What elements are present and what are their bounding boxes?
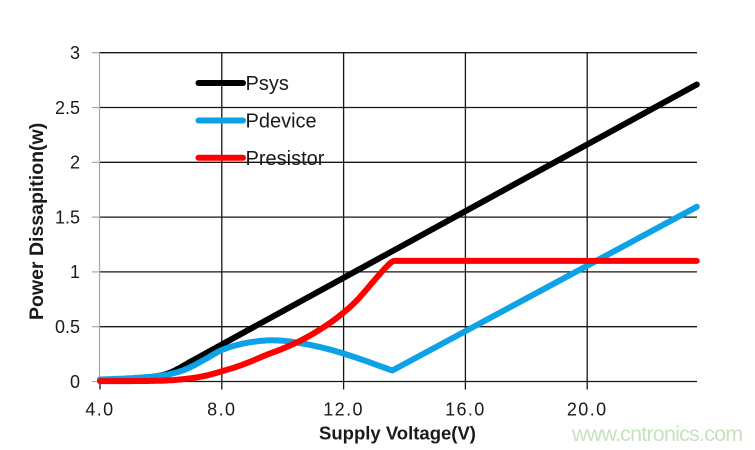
svg-text:Psys: Psys xyxy=(246,73,289,95)
svg-text:Power Dissapition(w): Power Dissapition(w) xyxy=(26,123,48,320)
svg-text:0: 0 xyxy=(70,372,80,392)
svg-text:www.cntronics.com: www.cntronics.com xyxy=(571,422,742,446)
svg-text:1: 1 xyxy=(70,262,80,282)
svg-text:20.0: 20.0 xyxy=(567,400,608,420)
svg-text:8.0: 8.0 xyxy=(207,400,236,420)
svg-text:Pdevice: Pdevice xyxy=(246,111,317,133)
svg-text:0.5: 0.5 xyxy=(55,317,80,337)
svg-text:Presistor: Presistor xyxy=(246,148,325,170)
svg-text:2: 2 xyxy=(70,153,80,173)
svg-text:4.0: 4.0 xyxy=(85,400,114,420)
svg-text:Supply Voltage(V): Supply Voltage(V) xyxy=(319,423,476,444)
svg-text:3: 3 xyxy=(70,43,80,63)
svg-text:1.5: 1.5 xyxy=(55,207,80,227)
svg-text:12.0: 12.0 xyxy=(323,400,364,420)
svg-text:2.5: 2.5 xyxy=(55,98,80,118)
svg-text:16.0: 16.0 xyxy=(445,400,486,420)
